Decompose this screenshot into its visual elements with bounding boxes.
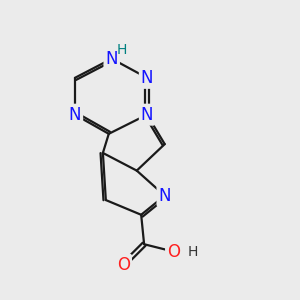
Text: N: N: [158, 187, 171, 205]
Text: H: H: [117, 44, 127, 58]
Text: H: H: [188, 244, 198, 259]
Text: N: N: [106, 50, 118, 68]
Text: N: N: [141, 106, 153, 124]
Text: N: N: [141, 69, 153, 87]
Text: O: O: [167, 243, 180, 261]
Text: O: O: [117, 256, 130, 274]
Text: N: N: [69, 106, 81, 124]
